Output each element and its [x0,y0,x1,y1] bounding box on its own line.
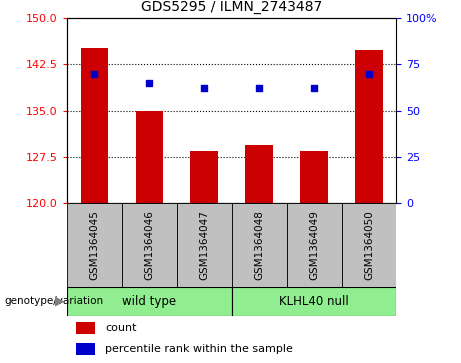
Bar [355,50,383,203]
Bar [177,203,231,287]
Text: GSM1364047: GSM1364047 [199,210,209,280]
Text: ▶: ▶ [55,295,65,308]
Point [365,71,372,77]
Text: percentile rank within the sample: percentile rank within the sample [105,344,293,354]
Bar [190,151,218,203]
Point [146,80,153,86]
Bar [76,322,95,334]
Bar [122,203,177,287]
Text: genotype/variation: genotype/variation [5,296,104,306]
Text: GSM1364046: GSM1364046 [144,210,154,280]
Bar [300,151,328,203]
Bar [67,203,122,287]
Text: count: count [105,323,136,333]
Point [201,86,208,91]
Bar [67,287,231,316]
Bar [76,343,95,355]
Bar [342,203,396,287]
Bar [231,203,287,287]
Bar [231,287,396,316]
Bar [245,144,273,203]
Text: KLHL40 null: KLHL40 null [279,295,349,308]
Bar [136,111,163,203]
Point [310,86,318,91]
Bar [81,48,108,203]
Text: GSM1364050: GSM1364050 [364,210,374,280]
Title: GDS5295 / ILMN_2743487: GDS5295 / ILMN_2743487 [141,0,322,15]
Bar [287,203,342,287]
Text: wild type: wild type [122,295,176,308]
Text: GSM1364048: GSM1364048 [254,210,264,280]
Text: GSM1364049: GSM1364049 [309,210,319,280]
Point [255,86,263,91]
Text: GSM1364045: GSM1364045 [89,210,99,280]
Point [91,71,98,77]
